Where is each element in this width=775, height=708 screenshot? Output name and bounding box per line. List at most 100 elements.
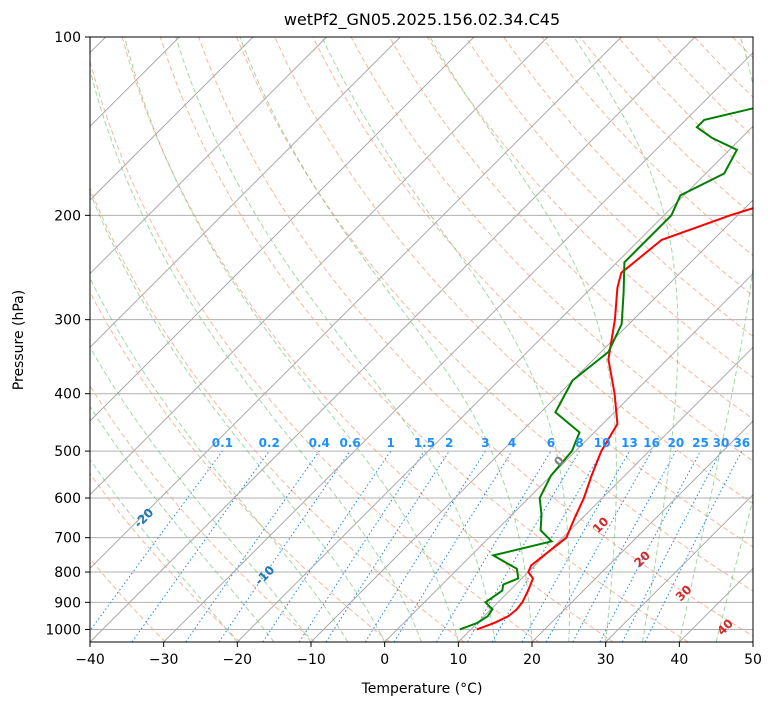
mixing-ratio-line bbox=[90, 450, 223, 632]
mixing-ratio-label: 0.4 bbox=[309, 436, 330, 450]
isotherm-line bbox=[457, 346, 753, 642]
isotherm-line bbox=[163, 51, 753, 642]
mixing-ratio-label: 0.1 bbox=[212, 436, 233, 450]
moist-adiabat-line bbox=[321, 37, 571, 642]
y-tick-label: 600 bbox=[54, 491, 81, 507]
moist-adiabat-line bbox=[90, 458, 238, 642]
mixing-ratio-label: 4 bbox=[508, 436, 516, 450]
skewed-isotherms bbox=[90, 37, 753, 642]
dewpoint-profile-line bbox=[459, 107, 753, 631]
mixing-ratio-label: 20 bbox=[667, 436, 684, 450]
x-axis-label: Temperature (°C) bbox=[361, 681, 483, 697]
y-tick-label: 800 bbox=[54, 565, 81, 581]
dry-adiabat-line bbox=[90, 384, 316, 642]
dry-adiabat-line bbox=[90, 472, 241, 642]
mixing-ratio-label: 30 bbox=[713, 436, 730, 450]
y-tick-label: 700 bbox=[54, 531, 81, 547]
y-axis-label: Pressure (hPa) bbox=[11, 290, 27, 390]
y-tick-label: 200 bbox=[54, 208, 81, 224]
x-tick-label: 50 bbox=[744, 652, 762, 668]
x-tick-label: 20 bbox=[523, 652, 541, 668]
mixing-ratio-line bbox=[644, 450, 743, 642]
y-tick-label: 500 bbox=[54, 444, 81, 460]
mixing-ratio-label: 1 bbox=[387, 436, 395, 450]
isotherm-line bbox=[90, 37, 475, 422]
isotherm-line bbox=[384, 272, 753, 642]
dry-adiabat-line bbox=[90, 291, 390, 642]
dry-adiabat-line bbox=[426, 37, 753, 378]
moist-adiabat-line bbox=[678, 37, 753, 642]
isotherm-line bbox=[90, 37, 549, 496]
plot-frame bbox=[89, 36, 754, 643]
mixing-ratio-line bbox=[325, 450, 450, 642]
isotherm-line bbox=[90, 37, 328, 275]
mixing-ratio-line bbox=[521, 450, 630, 642]
x-tick-label: 10 bbox=[449, 652, 467, 668]
dry-adiabat-line bbox=[90, 186, 465, 642]
mixing-ratio-label: 25 bbox=[692, 436, 709, 450]
sounding-profiles bbox=[459, 107, 753, 631]
mixing-ratio-label: 13 bbox=[621, 436, 638, 450]
isotherm-line bbox=[90, 37, 401, 349]
mixing-ratio-label: 1.5 bbox=[414, 436, 435, 450]
moist-adiabat-line bbox=[90, 277, 349, 642]
dry-adiabat-line bbox=[121, 37, 614, 642]
moist-adiabat-line bbox=[429, 37, 617, 642]
mixing-ratio-line bbox=[393, 450, 513, 642]
dry-adiabat-line bbox=[90, 59, 540, 642]
dry-adiabat-line bbox=[90, 557, 166, 642]
y-tick-label: 1000 bbox=[45, 622, 81, 638]
mixing-ratio-line bbox=[572, 450, 677, 642]
mixing-ratio-line bbox=[298, 450, 425, 642]
mixing-ratio-label: 36 bbox=[733, 436, 750, 450]
moist-adiabat-line bbox=[90, 67, 422, 642]
x-tick-label: 40 bbox=[670, 652, 688, 668]
moist-adiabat-line bbox=[239, 37, 533, 642]
mixing-ratio-line bbox=[131, 450, 270, 642]
x-tick-label: −10 bbox=[296, 652, 326, 668]
y-tick-label: 100 bbox=[54, 30, 81, 46]
chart-title: wetPf2_GN05.2025.156.02.34.C45 bbox=[284, 10, 560, 30]
mixing-ratio-label: 10 bbox=[594, 436, 611, 450]
mixing-ratio-label: 2 bbox=[445, 436, 453, 450]
plot-area bbox=[90, 37, 753, 642]
mixing-ratio-line bbox=[262, 450, 392, 642]
isotherm-line bbox=[236, 125, 753, 642]
moist-adiabat-line bbox=[573, 37, 679, 642]
dry-adiabat-label: -30 bbox=[25, 448, 50, 473]
dry-adiabat-line bbox=[198, 37, 753, 637]
x-tick-label: 30 bbox=[597, 652, 615, 668]
mixing-ratio-line bbox=[185, 450, 320, 642]
x-tick-label: −20 bbox=[223, 652, 253, 668]
mixing-ratio-label: 16 bbox=[643, 436, 660, 450]
moist-adiabat-line bbox=[90, 190, 386, 642]
isotherm-line bbox=[531, 420, 753, 642]
mixing-ratio-line bbox=[545, 450, 653, 642]
dry-adiabat-line bbox=[159, 37, 689, 642]
dry-adiabat-line bbox=[236, 37, 753, 592]
mixing-ratio-label: 0.6 bbox=[339, 436, 360, 450]
isotherm-line bbox=[90, 37, 254, 201]
y-tick-label: 300 bbox=[54, 313, 81, 329]
dry-adiabat-line bbox=[350, 37, 753, 462]
x-ticks: −40 −30 −20 −10 0 10 20 30 40 50 bbox=[75, 642, 762, 668]
y-tick-label: 900 bbox=[54, 595, 81, 611]
mixing-ratio-label: 3 bbox=[481, 436, 489, 450]
isotherm-line bbox=[605, 493, 753, 642]
temperature-profile-line bbox=[476, 207, 753, 631]
moist-adiabat-line bbox=[90, 405, 275, 642]
mixing-ratio-line bbox=[218, 450, 351, 642]
dry-adiabat-line bbox=[503, 37, 753, 297]
dry-adiabat-line bbox=[771, 37, 775, 642]
y-ticks: 100 200 300 400 500 600 700 800 900 1000 bbox=[45, 30, 90, 638]
mixing-ratio-label: 0.2 bbox=[259, 436, 280, 450]
mixing-ratio-label: 8 bbox=[575, 436, 583, 450]
y-tick-label: 400 bbox=[54, 387, 81, 403]
mixing-ratio-label: 6 bbox=[547, 436, 555, 450]
mixing-ratio-lines bbox=[90, 450, 743, 642]
x-tick-label: 0 bbox=[380, 652, 389, 668]
isotherm-line bbox=[90, 37, 622, 570]
isotherm-line bbox=[752, 641, 753, 642]
isotherm-line bbox=[90, 37, 696, 642]
